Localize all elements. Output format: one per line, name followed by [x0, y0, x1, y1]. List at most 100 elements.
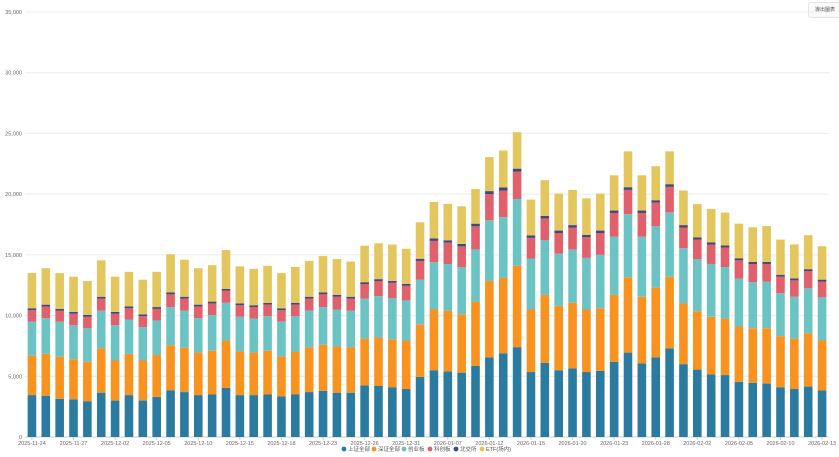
bar-cyb-7[interactable] — [124, 319, 134, 354]
bar-sh-30[interactable] — [443, 371, 453, 437]
bar-kcb-55[interactable] — [790, 280, 799, 297]
bar-sh-32[interactable] — [471, 365, 480, 437]
bar-bj-49[interactable] — [706, 242, 716, 245]
bar-sh-45[interactable] — [651, 357, 661, 437]
bar-sh-17[interactable] — [263, 394, 272, 438]
bar-bj-42[interactable] — [609, 210, 619, 213]
bar-etf-9[interactable] — [152, 271, 161, 308]
bar-bj-54[interactable] — [776, 274, 785, 277]
bar-kcb-13[interactable] — [207, 303, 217, 315]
bar-etf-8[interactable] — [138, 279, 148, 315]
bar-sh-47[interactable] — [679, 364, 688, 437]
bar-cyb-11[interactable] — [180, 310, 189, 348]
bar-sh-57[interactable] — [817, 390, 827, 437]
bar-kcb-40[interactable] — [582, 237, 591, 258]
bar-etf-15[interactable] — [235, 266, 245, 304]
bar-etf-12[interactable] — [193, 268, 203, 305]
bar-sh-0[interactable] — [27, 395, 37, 437]
bar-sz-20[interactable] — [304, 347, 314, 393]
bar-etf-1[interactable] — [41, 268, 51, 305]
bar-cyb-2[interactable] — [55, 321, 64, 357]
bar-kcb-57[interactable] — [817, 281, 827, 298]
bar-etf-6[interactable] — [110, 276, 120, 312]
bar-cyb-12[interactable] — [193, 318, 203, 353]
bar-sz-12[interactable] — [193, 352, 203, 396]
bar-kcb-6[interactable] — [110, 313, 120, 326]
bar-kcb-52[interactable] — [748, 263, 758, 283]
bar-sh-31[interactable] — [457, 372, 466, 437]
bar-cyb-26[interactable] — [388, 297, 397, 340]
bar-bj-46[interactable] — [665, 184, 674, 187]
bar-sh-42[interactable] — [609, 361, 619, 437]
bar-etf-46[interactable] — [665, 151, 674, 185]
bar-etf-7[interactable] — [124, 271, 134, 307]
bar-kcb-2[interactable] — [55, 310, 64, 322]
legend-item-kcb[interactable]: 科创板 — [427, 445, 451, 453]
bar-sh-53[interactable] — [762, 383, 771, 437]
bar-kcb-33[interactable] — [485, 194, 494, 221]
bar-etf-54[interactable] — [776, 239, 785, 275]
bar-bj-45[interactable] — [651, 200, 661, 203]
bar-bj-2[interactable] — [55, 308, 64, 311]
bar-etf-38[interactable] — [554, 193, 563, 231]
bar-sz-13[interactable] — [207, 350, 217, 395]
bar-etf-41[interactable] — [595, 193, 605, 231]
bar-cyb-19[interactable] — [291, 316, 300, 352]
bar-bj-10[interactable] — [166, 292, 175, 295]
bar-etf-21[interactable] — [318, 256, 328, 293]
bar-cyb-54[interactable] — [776, 293, 785, 337]
bar-cyb-49[interactable] — [706, 263, 716, 317]
bar-sz-32[interactable] — [471, 301, 480, 366]
bar-cyb-36[interactable] — [526, 258, 536, 310]
bar-cyb-40[interactable] — [582, 257, 591, 310]
bar-cyb-28[interactable] — [415, 279, 425, 325]
bar-etf-20[interactable] — [304, 260, 314, 297]
bar-kcb-46[interactable] — [665, 186, 674, 213]
bar-kcb-47[interactable] — [679, 227, 688, 249]
bar-kcb-22[interactable] — [332, 296, 342, 310]
bar-cyb-30[interactable] — [443, 263, 453, 311]
bar-etf-49[interactable] — [706, 208, 716, 243]
bar-sh-11[interactable] — [180, 392, 189, 437]
bar-cyb-14[interactable] — [221, 302, 231, 341]
bar-kcb-11[interactable] — [180, 298, 189, 311]
bar-bj-11[interactable] — [180, 296, 189, 299]
bar-sh-28[interactable] — [415, 376, 425, 437]
bar-etf-28[interactable] — [415, 222, 425, 259]
bar-cyb-56[interactable] — [803, 288, 813, 334]
bar-bj-29[interactable] — [429, 238, 439, 241]
bar-bj-8[interactable] — [138, 314, 148, 317]
bar-bj-13[interactable] — [207, 301, 217, 304]
bar-sz-41[interactable] — [595, 308, 605, 371]
bar-sh-29[interactable] — [429, 370, 439, 437]
bar-sz-4[interactable] — [83, 361, 92, 402]
bar-sh-54[interactable] — [776, 387, 785, 437]
bar-cyb-45[interactable] — [651, 226, 661, 288]
bar-bj-53[interactable] — [762, 261, 771, 264]
bar-sh-26[interactable] — [388, 387, 397, 437]
bar-etf-45[interactable] — [651, 166, 661, 201]
bar-cyb-9[interactable] — [152, 320, 161, 356]
bar-sz-3[interactable] — [69, 359, 78, 400]
bar-sh-19[interactable] — [291, 394, 300, 438]
bar-cyb-13[interactable] — [207, 314, 217, 351]
bar-etf-32[interactable] — [471, 189, 480, 224]
bar-sz-34[interactable] — [498, 277, 508, 354]
bar-sh-49[interactable] — [706, 374, 716, 437]
bar-sz-56[interactable] — [803, 333, 813, 387]
bar-cyb-33[interactable] — [485, 220, 494, 281]
bar-kcb-36[interactable] — [526, 237, 536, 259]
legend-item-etf[interactable]: ETF(场内) — [479, 445, 512, 453]
bar-sh-9[interactable] — [152, 396, 161, 437]
bar-sh-18[interactable] — [277, 396, 286, 437]
bar-bj-57[interactable] — [817, 279, 827, 282]
bar-cyb-41[interactable] — [595, 254, 605, 309]
bar-kcb-27[interactable] — [401, 285, 411, 301]
bar-cyb-6[interactable] — [110, 325, 120, 361]
bar-cyb-23[interactable] — [346, 310, 356, 348]
bar-kcb-20[interactable] — [304, 298, 314, 311]
bar-etf-48[interactable] — [693, 204, 702, 238]
bar-cyb-22[interactable] — [332, 309, 342, 347]
bar-bj-37[interactable] — [540, 216, 550, 219]
bar-etf-17[interactable] — [263, 265, 272, 303]
